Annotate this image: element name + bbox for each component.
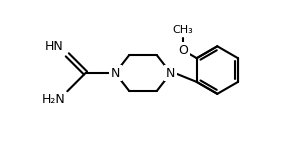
Text: H₂N: H₂N xyxy=(41,93,65,106)
Text: N: N xyxy=(111,67,120,80)
Text: HN: HN xyxy=(45,40,63,53)
Text: O: O xyxy=(178,44,188,57)
Text: CH₃: CH₃ xyxy=(173,25,193,35)
Text: N: N xyxy=(166,67,175,80)
